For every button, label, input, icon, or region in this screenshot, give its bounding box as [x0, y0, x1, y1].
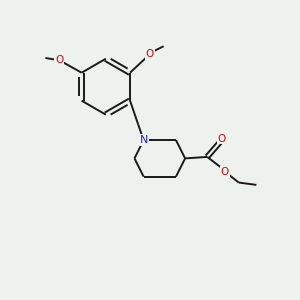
Text: O: O [146, 49, 154, 59]
Text: O: O [218, 134, 226, 144]
Text: N: N [140, 135, 148, 145]
Text: O: O [221, 167, 229, 177]
Text: O: O [55, 55, 63, 65]
